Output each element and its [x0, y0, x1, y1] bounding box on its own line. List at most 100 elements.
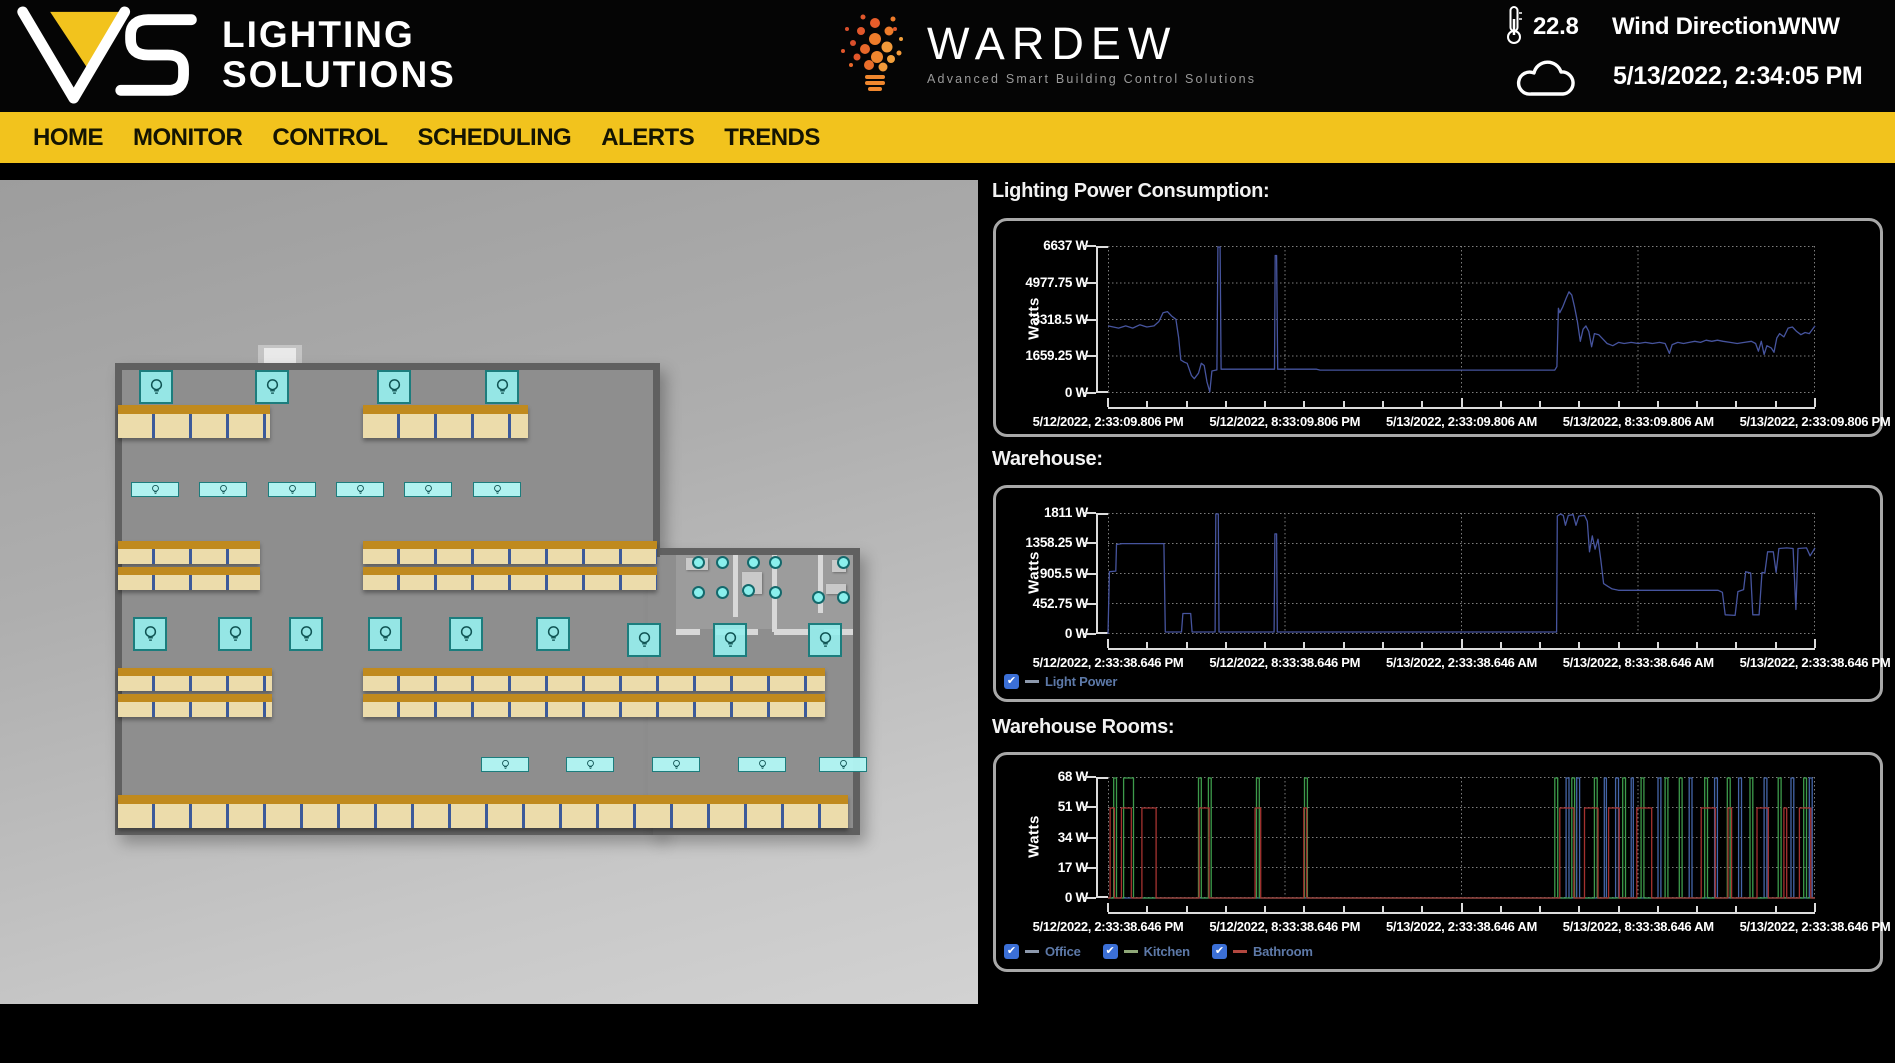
vs-logo-mark: [17, 6, 197, 104]
room-light-indicator[interactable]: [837, 556, 850, 569]
y-tick-mark: [1084, 512, 1096, 514]
legend-light-power-checkbox[interactable]: ✔: [1004, 674, 1019, 689]
brand-tagline: Advanced Smart Building Control Solution…: [927, 72, 1257, 86]
nav-item-control[interactable]: CONTROL: [272, 123, 388, 151]
room-light-indicator[interactable]: [837, 591, 850, 604]
room-door-gap[interactable]: [758, 629, 774, 635]
light-fixture-button[interactable]: [336, 482, 384, 497]
legend-office-dash: [1025, 950, 1039, 953]
x-tick-mark: [1224, 642, 1227, 648]
light-fixture-button[interactable]: [738, 757, 786, 772]
y-tick-mark: [1084, 318, 1096, 321]
nav-item-scheduling[interactable]: SCHEDULING: [417, 123, 572, 151]
room-light-indicator[interactable]: [742, 584, 755, 597]
room-light-indicator[interactable]: [692, 586, 705, 599]
x-tick-mark: [1303, 642, 1306, 648]
x-tick-mark: [1617, 642, 1620, 648]
light-fixture-button[interactable]: [485, 370, 519, 404]
light-fixture-button[interactable]: [404, 482, 452, 497]
y-tick-label: 0 W: [1064, 626, 1088, 641]
legend-office-checkbox[interactable]: ✔: [1004, 944, 1019, 959]
light-fixture-button[interactable]: [536, 617, 570, 651]
room-partition: [818, 555, 823, 613]
nav-item-alerts[interactable]: ALERTS: [601, 123, 695, 151]
light-fixture-button[interactable]: [268, 482, 316, 497]
y-tick-mark: [1084, 633, 1096, 635]
room-light-indicator[interactable]: [769, 556, 782, 569]
room-light-indicator[interactable]: [747, 556, 760, 569]
x-tick-mark: [1381, 642, 1384, 648]
x-tick-mark: [1656, 906, 1659, 912]
nav-item-monitor[interactable]: MONITOR: [133, 123, 243, 151]
light-fixture-button[interactable]: [199, 482, 247, 497]
light-fixture-button[interactable]: [481, 757, 529, 772]
room-light-indicator[interactable]: [716, 586, 729, 599]
x-tick-mark: [1617, 401, 1620, 407]
x-axis-line: [1108, 407, 1815, 409]
x-tick-mark: [1460, 398, 1463, 407]
light-fixture-button[interactable]: [449, 617, 483, 651]
x-tick-mark: [1303, 906, 1306, 912]
warehouse-floorplan: [0, 180, 978, 1004]
y-axis-line: [1096, 777, 1098, 898]
y-tick-mark: [1084, 776, 1096, 778]
room-light-indicator[interactable]: [716, 556, 729, 569]
x-tick-mark: [1264, 906, 1267, 912]
legend-light-power-label: Light Power: [1045, 674, 1118, 689]
light-fixture-button[interactable]: [289, 617, 323, 651]
x-tick-mark: [1107, 398, 1109, 407]
x-tick-mark: [1224, 401, 1227, 407]
nav-item-trends[interactable]: TRENDS: [724, 123, 820, 151]
light-fixture-button[interactable]: [566, 757, 614, 772]
legend-kitchen-dash: [1123, 950, 1138, 953]
x-tick-mark: [1656, 401, 1659, 407]
nav-item-home[interactable]: HOME: [33, 123, 104, 151]
y-tick-label: 905.5 W: [1039, 565, 1088, 581]
x-axis-line: [1108, 912, 1815, 914]
room-light-indicator[interactable]: [812, 591, 825, 604]
y-tick-label: 17 W: [1057, 859, 1089, 875]
y-tick-label: 1811 W: [1044, 505, 1088, 520]
light-fixture-button[interactable]: [377, 370, 411, 404]
plot-area: [1108, 777, 1815, 899]
light-fixture-button[interactable]: [713, 623, 747, 657]
light-fixture-button[interactable]: [652, 757, 700, 772]
light-fixture-button[interactable]: [139, 370, 173, 404]
x-tick-mark: [1342, 642, 1345, 648]
light-fixture-button[interactable]: [368, 617, 402, 651]
light-fixture-button[interactable]: [808, 623, 842, 657]
grid-lines: [1108, 246, 1815, 393]
shelf-rack: [118, 694, 272, 717]
entry-door: [264, 348, 296, 366]
y-tick-label: 4977.75 W: [1025, 274, 1088, 290]
x-tick-label: 5/12/2022, 2:33:38.646 PM: [1032, 919, 1184, 934]
x-tick-label: 5/12/2022, 8:33:38.646 PM: [1209, 919, 1361, 934]
room-light-indicator[interactable]: [692, 556, 705, 569]
x-tick-mark: [1735, 642, 1738, 648]
x-tick-mark: [1460, 903, 1463, 912]
light-fixture-button[interactable]: [255, 370, 289, 404]
light-fixture-button[interactable]: [218, 617, 252, 651]
room-door-gap[interactable]: [700, 629, 716, 635]
x-tick-label: 5/12/2022, 2:33:38.646 PM: [1032, 655, 1184, 670]
legend-bathroom-label: Bathroom: [1252, 944, 1313, 959]
x-tick-mark: [1539, 401, 1542, 407]
x-tick-mark: [1814, 903, 1816, 912]
light-fixture-button[interactable]: [131, 482, 179, 497]
legend-office-label: Office: [1045, 944, 1081, 959]
chart-title-lighting-power: Lighting Power Consumption:: [992, 180, 1270, 202]
y-axis-connector: [1096, 777, 1108, 779]
x-tick-label: 5/13/2022, 2:33:09.806 PM: [1739, 414, 1891, 429]
vs-lighting-logo: LIGHTING SOLUTIONS: [10, 4, 456, 106]
legend-bathroom-checkbox[interactable]: ✔: [1211, 944, 1227, 959]
y-tick-mark: [1084, 836, 1096, 839]
light-fixture-button[interactable]: [819, 757, 867, 772]
light-fixture-button[interactable]: [133, 617, 167, 651]
room-light-indicator[interactable]: [769, 586, 782, 599]
y-tick-mark: [1084, 281, 1096, 284]
legend-kitchen-checkbox[interactable]: ✔: [1102, 944, 1118, 959]
light-fixture-button[interactable]: [473, 482, 521, 497]
y-tick-label: 0 W: [1064, 890, 1088, 905]
y-tick-mark: [1084, 542, 1096, 545]
light-fixture-button[interactable]: [627, 623, 661, 657]
